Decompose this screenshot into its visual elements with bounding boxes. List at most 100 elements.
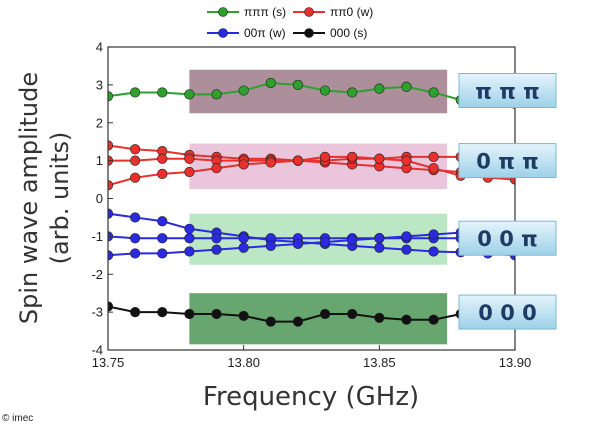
x-axis-title: Frequency (GHz) — [203, 382, 419, 412]
data-point — [184, 166, 195, 178]
data-point — [211, 244, 222, 255]
x-tick-label: 13.90 — [499, 355, 532, 370]
mode-label: π π π — [475, 80, 539, 104]
data-point — [238, 85, 249, 96]
data-point — [238, 310, 249, 322]
y-tick-label: 1 — [96, 153, 103, 168]
data-point — [347, 87, 358, 98]
data-point — [347, 235, 358, 246]
data-point — [157, 87, 168, 98]
series-line — [108, 81, 515, 105]
y-tick-label: 3 — [96, 77, 103, 92]
highlight-band — [189, 69, 448, 114]
data-point — [184, 233, 195, 244]
data-point — [374, 312, 385, 323]
data-point — [292, 238, 304, 250]
y-tick-label: -2 — [91, 267, 103, 282]
mode-labels: π π π 0 π π 0 0 π 0 0 0 — [458, 73, 557, 330]
data-point — [374, 242, 385, 253]
data-point — [401, 314, 412, 325]
data-point — [157, 153, 168, 164]
mode-label: 0 0 π — [477, 227, 537, 251]
data-point — [347, 308, 358, 320]
series-line — [108, 155, 515, 187]
mode-label: 0 0 0 — [478, 301, 536, 325]
data-point — [130, 248, 141, 259]
legend-marker — [304, 28, 314, 38]
data-point — [401, 231, 412, 242]
data-point — [238, 233, 249, 244]
data-point — [157, 248, 168, 259]
data-point — [292, 79, 304, 90]
legend-label: 00π (w) — [244, 26, 286, 40]
series-layer — [108, 77, 515, 327]
data-point — [157, 216, 168, 227]
data-point — [265, 157, 276, 168]
data-point — [130, 307, 141, 318]
data-point — [401, 81, 412, 92]
data-point — [428, 314, 439, 325]
data-point — [184, 89, 195, 100]
data-point — [184, 308, 195, 320]
data-point — [130, 172, 141, 183]
legend-marker — [218, 7, 228, 17]
data-point — [184, 223, 195, 234]
data-point — [238, 242, 249, 253]
data-point — [130, 155, 141, 166]
data-point — [319, 308, 331, 320]
data-point — [428, 163, 439, 174]
data-point — [374, 153, 385, 164]
highlight-bands — [189, 69, 448, 345]
data-point — [401, 244, 412, 255]
x-tick-label: 13.80 — [227, 355, 260, 370]
data-point — [265, 77, 276, 89]
series-line — [108, 305, 515, 323]
data-point — [319, 151, 331, 162]
data-point — [319, 236, 331, 248]
data-point — [428, 151, 439, 162]
mode-label-box — [458, 143, 557, 179]
data-point — [374, 83, 385, 94]
data-point — [184, 246, 195, 257]
x-tick-label: 13.75 — [92, 355, 125, 370]
series-line — [108, 155, 515, 162]
series-line — [108, 235, 515, 240]
data-point — [211, 233, 222, 244]
data-point — [265, 240, 276, 251]
data-point — [130, 212, 141, 223]
legend-marker — [218, 28, 228, 38]
y-tick-label: 2 — [96, 115, 103, 130]
data-point — [238, 159, 249, 170]
y-axis-title-line1: Spin wave amplitude — [15, 72, 43, 324]
data-point — [108, 208, 114, 219]
legend-label: 000 (s) — [330, 26, 367, 40]
mode-label: 0 π π — [476, 150, 538, 174]
mode-label-box — [458, 220, 557, 256]
legend-marker — [304, 7, 314, 17]
mode-label-box — [458, 73, 557, 109]
data-point — [401, 155, 412, 166]
data-point — [130, 233, 141, 244]
data-point — [157, 233, 168, 244]
data-point — [108, 301, 114, 312]
legend: πππ (s) ππ0 (w) 00π (w) 000 (s) — [207, 5, 373, 40]
data-point — [211, 308, 222, 320]
data-point — [130, 87, 141, 98]
data-point — [157, 168, 168, 179]
legend-label: πππ (s) — [244, 5, 286, 19]
data-point — [428, 229, 439, 240]
data-point — [347, 151, 358, 162]
y-tick-label: -3 — [91, 305, 103, 320]
data-point — [157, 307, 168, 318]
data-point — [184, 153, 195, 164]
series-line — [108, 227, 515, 257]
data-point — [265, 316, 276, 327]
y-tick-label: -1 — [91, 229, 103, 244]
data-point — [428, 246, 439, 257]
data-point — [211, 89, 222, 100]
data-point — [319, 85, 331, 96]
data-point — [108, 250, 114, 261]
data-point — [108, 140, 114, 151]
data-point — [374, 233, 385, 244]
